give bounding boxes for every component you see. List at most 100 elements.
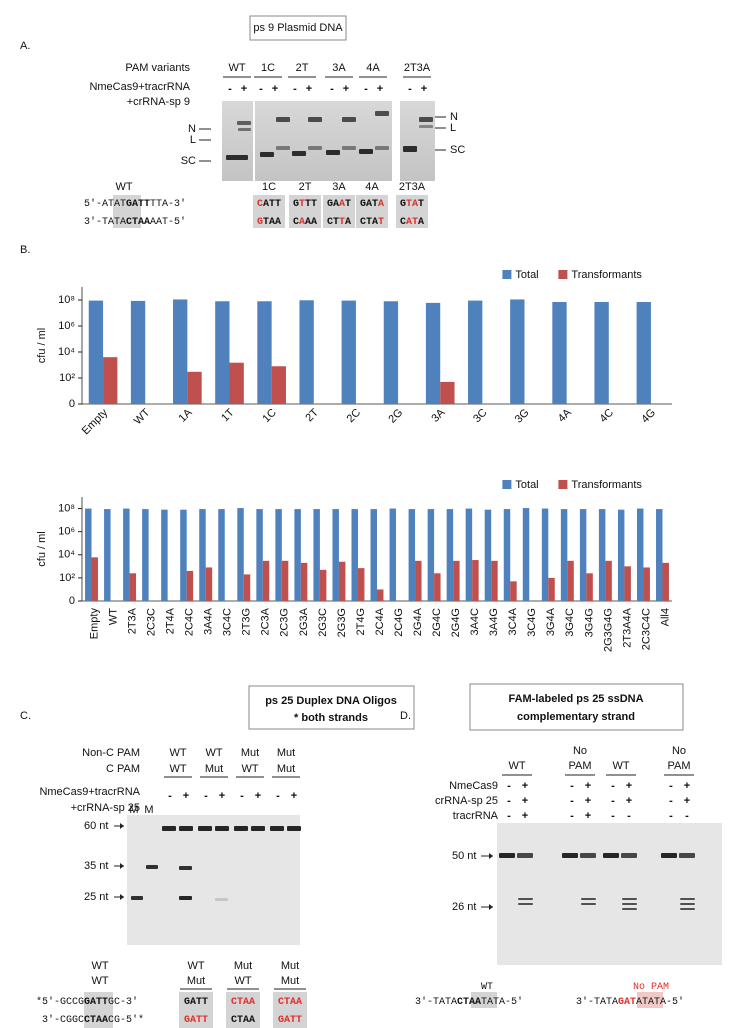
- sequence: 3′-CGGCCTAACG-5′*: [42, 1014, 144, 1026]
- sequence-part: CTAA: [231, 997, 255, 1008]
- y-axis-label: cfu / ml: [36, 328, 48, 363]
- bar: [624, 566, 631, 601]
- row-label: tracrRNA: [453, 810, 499, 822]
- sequence-header: WT: [115, 181, 132, 193]
- sequence-part: CTAA: [457, 997, 481, 1008]
- gel-band: [260, 152, 274, 157]
- pam-box: [396, 195, 428, 228]
- legend-swatch: [502, 480, 512, 489]
- sequence-part: WT: [481, 982, 493, 993]
- gel-band: [238, 128, 251, 131]
- box-header: Mut: [281, 975, 299, 987]
- panel-label: B.: [20, 244, 30, 256]
- sign: +: [291, 790, 297, 802]
- bar: [123, 508, 130, 601]
- sign: +: [272, 83, 278, 95]
- y-tick-label: 10⁸: [58, 502, 75, 514]
- band-label: N: [450, 111, 458, 123]
- column-header: No: [672, 745, 686, 757]
- bar: [377, 589, 384, 601]
- panel-title: complementary strand: [517, 711, 635, 723]
- column-header: PAM: [568, 760, 591, 772]
- bar: [579, 509, 587, 601]
- pam-box: [323, 195, 355, 228]
- sign: +: [377, 83, 383, 95]
- column-header: WT: [241, 763, 258, 775]
- x-tick-label: All4: [659, 608, 671, 626]
- y-tick-label: 10²: [59, 572, 75, 584]
- sign: +: [522, 780, 528, 792]
- gel-band: [131, 896, 143, 900]
- bar: [415, 560, 422, 601]
- band-label: SC: [181, 155, 196, 167]
- bar: [199, 509, 206, 601]
- size-label: 35 nt: [84, 860, 108, 872]
- sequence-part: T: [345, 199, 351, 210]
- gel-band: [226, 155, 248, 160]
- x-tick-label: 2T: [303, 406, 321, 424]
- sign: +: [522, 810, 528, 822]
- x-tick-label: Empty: [80, 406, 111, 437]
- sequence-part: GATT: [278, 1015, 302, 1026]
- bar: [243, 574, 251, 601]
- x-tick-label: 2G4C: [431, 608, 443, 637]
- sequence: CTAT: [360, 217, 384, 228]
- sequence-header: WT: [481, 982, 493, 993]
- x-tick-label: 2G3G: [336, 608, 348, 637]
- gel-band: [562, 853, 578, 858]
- x-tick-label: 3A4G: [488, 608, 500, 636]
- variant-name: 2T: [299, 181, 312, 193]
- bar: [237, 508, 244, 601]
- x-tick-label: 3C4G: [526, 608, 538, 637]
- sequence-part: C: [293, 217, 299, 228]
- sign: +: [585, 795, 591, 807]
- bar: [205, 567, 213, 601]
- sequence-part: GAT: [618, 997, 636, 1008]
- sequence: 3′-TATAGATATATA-5′: [576, 996, 684, 1008]
- sequence-part: 3′-TATA: [84, 216, 126, 228]
- sign: -: [204, 790, 208, 802]
- panel-label: C.: [20, 710, 31, 722]
- sequence: GTAT: [400, 199, 424, 210]
- y-tick-label: 10⁴: [58, 346, 75, 358]
- bar: [594, 302, 609, 404]
- sequence: GATA: [360, 199, 384, 210]
- column-header: Mut: [241, 747, 259, 759]
- bar: [598, 509, 606, 601]
- gel-band: [679, 853, 695, 858]
- sequence: *5′-GCCGGATTGC-3′: [36, 996, 138, 1008]
- title-box: [249, 15, 347, 41]
- pam-box: [113, 195, 141, 228]
- bar: [440, 381, 455, 404]
- pam-box: [253, 195, 285, 228]
- bar: [173, 299, 188, 404]
- x-tick-label: 4G: [639, 407, 658, 426]
- gel: [127, 815, 300, 945]
- sign: -: [168, 790, 172, 802]
- x-tick-label: 1T: [219, 406, 237, 424]
- bar: [85, 508, 92, 601]
- gel-band: [276, 117, 290, 122]
- gel-band: [518, 903, 533, 905]
- lane-header: 1C: [261, 62, 275, 74]
- sequence-part: T: [339, 217, 345, 228]
- x-tick-label: 2C4A: [374, 607, 386, 635]
- sequence-part: CG-5′*: [108, 1014, 144, 1026]
- bar: [472, 560, 479, 601]
- x-tick-label: 3A4C: [469, 608, 481, 636]
- x-tick-label: 2G3G4G: [602, 608, 614, 652]
- x-tick-label: 2T4A: [165, 607, 177, 634]
- sequence-part: *5′-GCCG: [36, 996, 84, 1008]
- sequence-part: TT: [305, 199, 317, 210]
- sign: -: [611, 810, 615, 822]
- lane-header: WT: [228, 62, 245, 74]
- gel-band: [419, 125, 433, 128]
- sequence-part: A: [378, 199, 384, 210]
- column-header: WT: [169, 747, 186, 759]
- bar: [187, 371, 202, 404]
- legend-swatch: [558, 270, 568, 279]
- sequence-part: 5′-ATAT: [84, 198, 126, 210]
- x-tick-label: 1A: [177, 406, 195, 424]
- sequence: GTAA: [257, 217, 281, 228]
- y-tick-label: 0: [69, 595, 75, 607]
